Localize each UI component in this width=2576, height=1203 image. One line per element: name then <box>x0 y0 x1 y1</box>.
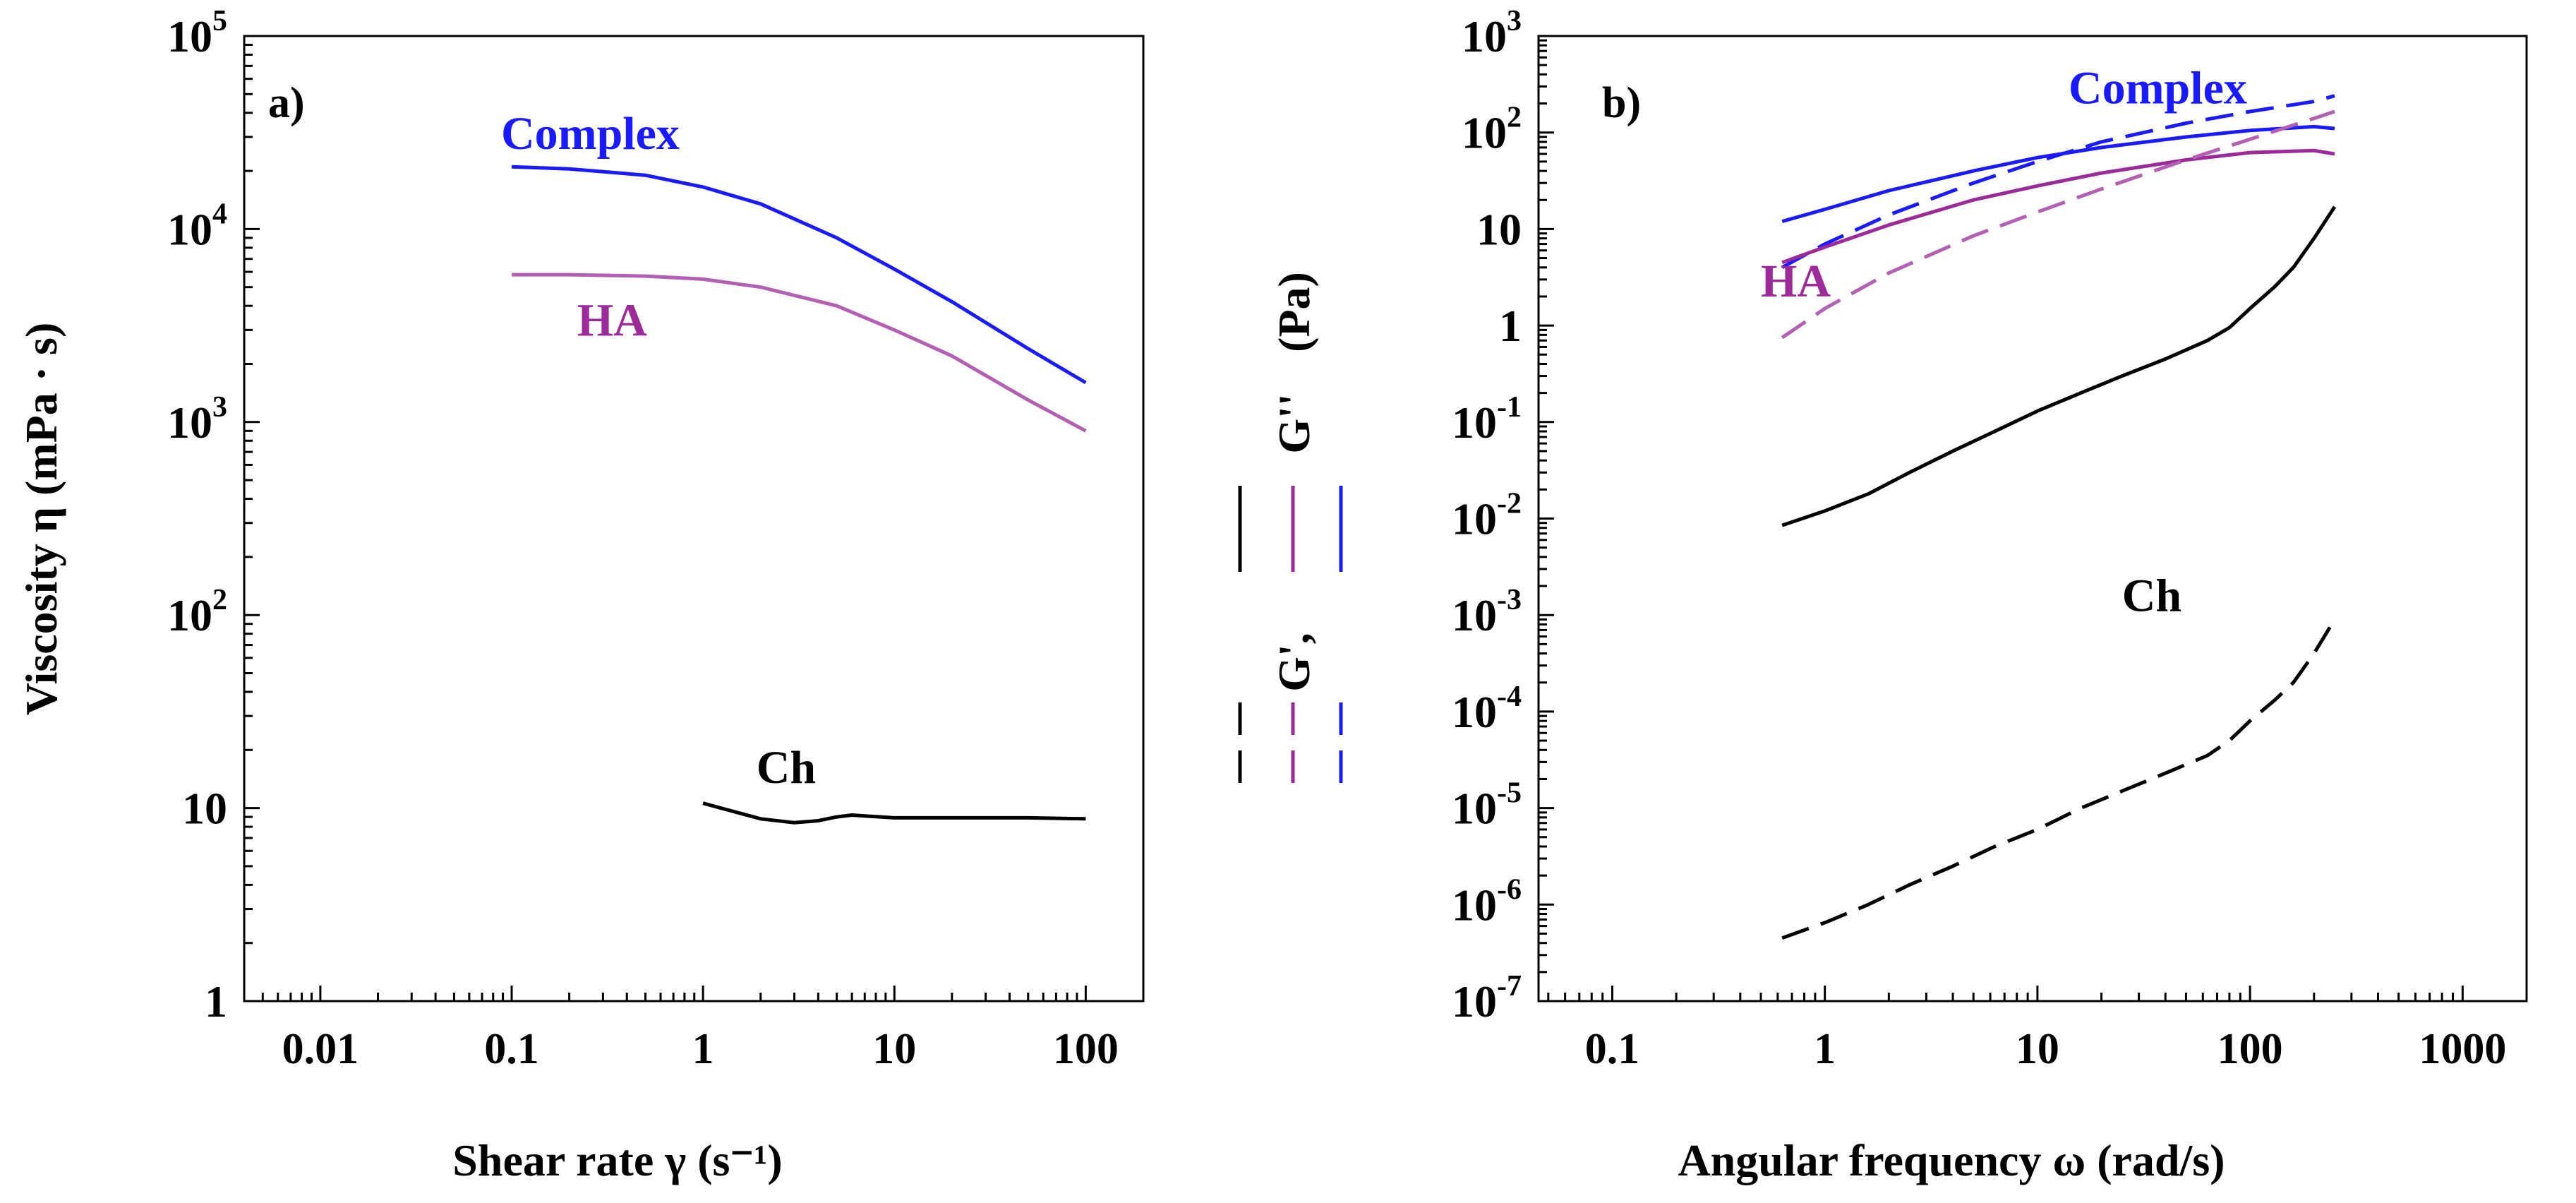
x-tick-label: 10 <box>2016 1025 2059 1073</box>
y-tick-label: 10-7 <box>1452 970 1522 1027</box>
y-tick-exponent: 3 <box>212 391 227 424</box>
y-tick-exponent: -2 <box>1497 488 1522 520</box>
y-tick-exponent: 3 <box>1507 5 1522 37</box>
y-tick-label: 10-2 <box>1452 488 1522 544</box>
panel-b-plot-frame <box>1537 35 2528 1002</box>
y-tick-exponent: 4 <box>212 198 227 230</box>
y-tick-label: 104 <box>167 198 227 254</box>
y-tick-base: 10 <box>167 590 212 640</box>
y-tick-exponent: 2 <box>1507 102 1522 134</box>
panel-a-y-axis-label: Viscosity η (mPa · s) <box>16 323 66 716</box>
x-tick-label: 1 <box>1814 1025 1836 1073</box>
series-annotation-ha: HA <box>577 295 647 347</box>
y-tick-label: 10-3 <box>1452 584 1522 640</box>
series-line-ha-g- <box>1781 148 2335 265</box>
panel-a-series <box>511 164 1087 825</box>
y-tick-exponent: -6 <box>1497 873 1522 906</box>
y-tick-base: 10 <box>1462 11 1507 61</box>
y-tick-label: 1 <box>1499 301 1522 351</box>
x-tick-label: 0.1 <box>484 1025 539 1073</box>
y-tick-exponent: 2 <box>212 584 227 616</box>
panel-a-x-axis-label: Shear rate γ (s⁻¹) <box>452 1135 782 1185</box>
y-tick-base: 10 <box>1452 880 1497 930</box>
y-tick-base: 10 <box>1452 976 1497 1027</box>
panel-b-y-label-unit: (Pa) <box>1269 272 1319 352</box>
y-tick-label: 1 <box>205 976 227 1027</box>
series-annotation-ch: Ch <box>2122 570 2181 622</box>
panel-b-y-label-gdoubleprime: G'' <box>1269 393 1319 453</box>
y-tick-base: 10 <box>182 784 227 834</box>
series-annotation-complex: Complex <box>501 108 680 160</box>
y-tick-label: 103 <box>1462 5 1522 61</box>
x-tick-label: 0.01 <box>282 1025 359 1073</box>
y-tick-label: 102 <box>167 584 227 640</box>
y-tick-base: 10 <box>1452 687 1497 737</box>
y-tick-base: 10 <box>167 397 212 448</box>
y-tick-base: 10 <box>167 11 212 61</box>
series-line-ha <box>512 273 1087 433</box>
y-tick-label: 10-4 <box>1452 681 1522 737</box>
panel-b-legend-line-samples <box>1238 486 1343 785</box>
x-tick-label: 0.1 <box>1585 1025 1640 1073</box>
y-tick-base: 10 <box>1452 494 1497 544</box>
y-tick-base: 10 <box>1452 397 1497 448</box>
panel-b-label: b) <box>1602 79 1641 127</box>
series-line-ch-g- <box>1781 618 2337 940</box>
x-tick-label: 1000 <box>2419 1025 2506 1073</box>
panel-a-label: a) <box>268 79 305 127</box>
series-annotation-ch: Ch <box>757 742 816 794</box>
y-tick-label: 10 <box>182 784 227 834</box>
y-tick-base: 10 <box>1476 204 1522 254</box>
x-tick-label: 100 <box>2217 1025 2283 1073</box>
y-tick-exponent: -5 <box>1497 777 1522 810</box>
panel-a-plot-frame <box>243 35 1145 1002</box>
y-tick-label: 10-5 <box>1452 777 1522 834</box>
y-tick-exponent: -7 <box>1497 970 1522 1002</box>
y-tick-base: 10 <box>1452 590 1497 640</box>
panel-b-y-label-gprime: G', <box>1269 633 1319 692</box>
y-tick-base: 10 <box>1462 108 1507 158</box>
y-tick-label: 105 <box>167 5 227 61</box>
series-line-ch-g- <box>1781 205 2337 527</box>
y-tick-base: 1 <box>205 976 227 1027</box>
series-line-ha-g- <box>1781 109 2335 340</box>
y-tick-label: 103 <box>167 391 227 448</box>
y-tick-label: 10-6 <box>1452 873 1522 930</box>
y-tick-exponent: 5 <box>212 5 227 37</box>
x-tick-label: 1 <box>692 1025 714 1073</box>
panel-b-moduli-chart: 0.1 1 10 100 100010-710-610-510-410-310-210-… <box>1238 5 2528 1185</box>
y-tick-label: 10-1 <box>1452 391 1522 448</box>
y-tick-exponent: -3 <box>1497 584 1522 616</box>
y-tick-label: 10 <box>1476 204 1522 254</box>
panel-b-series <box>1781 94 2337 940</box>
x-tick-label: 10 <box>872 1025 916 1073</box>
series-line-complex <box>511 164 1087 385</box>
panel-a-annotations: Complex HA Ch <box>501 108 816 794</box>
panel-b-x-axis-label: Angular frequency ω (rad/s) <box>1678 1135 2225 1185</box>
y-tick-base: 10 <box>167 204 212 254</box>
series-annotation-complex: Complex <box>2069 63 2247 114</box>
series-line-ch <box>702 801 1086 825</box>
series-line-complex-g- <box>1781 124 2335 224</box>
y-tick-base: 10 <box>1452 784 1497 834</box>
series-annotation-ha: HA <box>1761 256 1831 307</box>
y-tick-label: 102 <box>1462 102 1522 158</box>
y-tick-base: 1 <box>1499 301 1522 351</box>
y-tick-exponent: -4 <box>1497 681 1522 713</box>
y-tick-exponent: -1 <box>1497 391 1522 424</box>
panel-b-ticks: 0.1 1 10 100 100010-710-610-510-410-310-210-… <box>1452 5 2528 1073</box>
panel-b-annotations: Complex HA Ch <box>1761 63 2247 622</box>
series-line-complex-g- <box>1781 94 2335 269</box>
panel-b-y-axis-legend-key: G', G'' (Pa) <box>1238 272 1343 785</box>
x-tick-label: 100 <box>1053 1025 1119 1073</box>
